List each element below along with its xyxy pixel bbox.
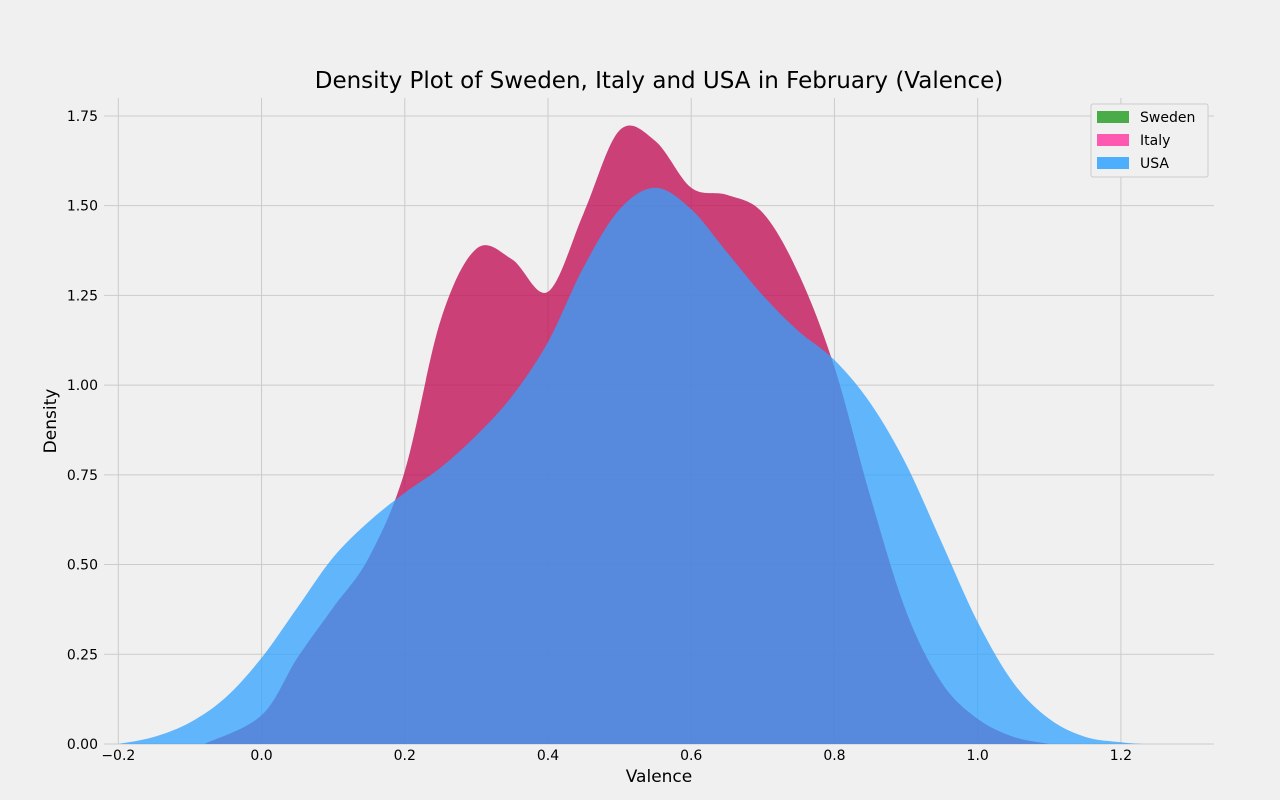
legend-swatch-sweden (1097, 111, 1129, 123)
legend: Sweden Italy USA (1090, 103, 1209, 178)
y-axis-label: Density (41, 389, 61, 454)
x-tick-label: 0.0 (250, 748, 272, 764)
y-tick-label: 1.75 (67, 109, 98, 125)
legend-swatch-italy (1097, 134, 1129, 146)
density-area-usa (118, 187, 1143, 744)
y-tick-label: 1.50 (67, 199, 98, 215)
x-tick-label: 0.4 (537, 748, 559, 764)
x-tick-label: 0.2 (394, 748, 416, 764)
y-tick-label: 1.00 (67, 378, 98, 394)
x-tick-label: 1.2 (1110, 748, 1132, 764)
density-areas (118, 125, 1143, 744)
y-tick-label: 1.25 (67, 288, 98, 304)
chart-title: Density Plot of Sweden, Italy and USA in… (315, 68, 1004, 94)
legend-label-italy: Italy (1140, 133, 1170, 149)
y-tick-label: 0.75 (67, 468, 98, 484)
y-tick-label: 0.50 (67, 558, 98, 574)
legend-label-usa: USA (1140, 156, 1169, 172)
x-tick-label: 1.0 (967, 748, 989, 764)
y-tick-label: 0.00 (67, 737, 98, 753)
legend-swatch-usa (1097, 157, 1129, 169)
y-tick-label: 0.25 (67, 647, 98, 663)
x-tick-label: 0.6 (680, 748, 702, 764)
x-axis-label: Valence (626, 767, 693, 787)
y-axis-ticks: 0.00 0.25 0.50 0.75 1.00 1.25 1.50 1.75 (67, 109, 98, 753)
legend-label-sweden: Sweden (1140, 110, 1195, 126)
x-tick-label: 0.8 (823, 748, 845, 764)
x-axis-ticks: −0.2 0.0 0.2 0.4 0.6 0.8 1.0 1.2 (101, 748, 1132, 764)
x-tick-label: −0.2 (101, 748, 135, 764)
